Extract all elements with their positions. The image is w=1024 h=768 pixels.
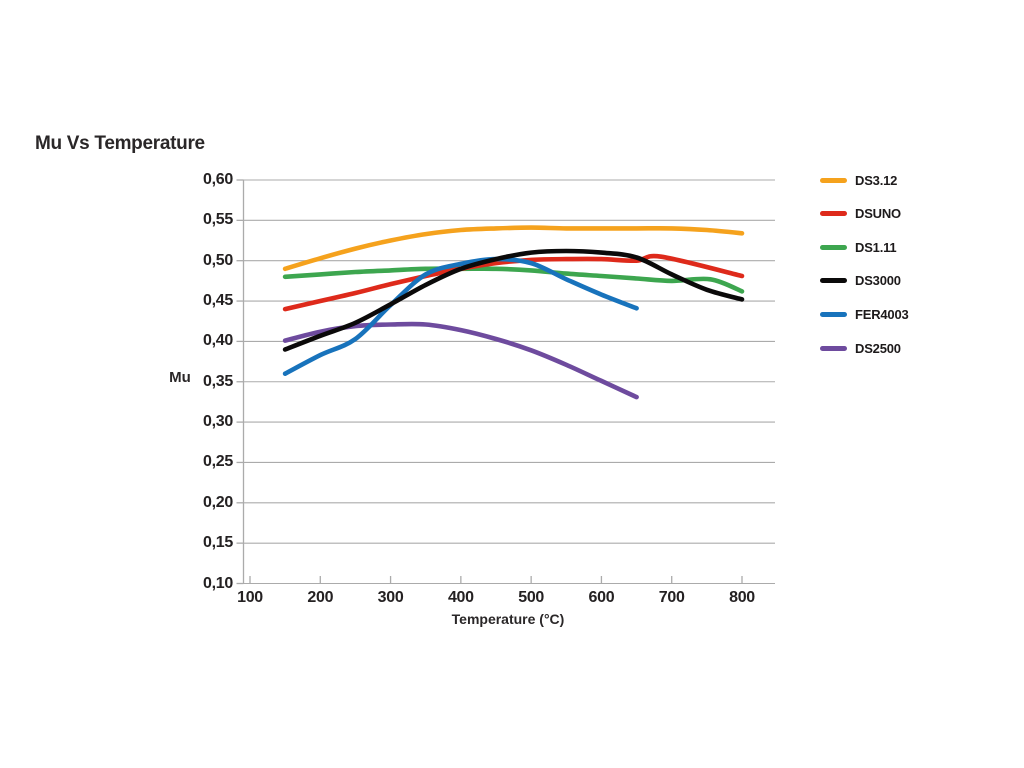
x-tick-label: 300	[377, 589, 404, 606]
legend-item-ds2500: DS2500	[820, 336, 901, 360]
y-tick-label: 0,55	[203, 211, 233, 229]
legend-label: FER4003	[855, 306, 909, 322]
legend-swatch-icon	[820, 211, 847, 217]
legend-label: DSUNO	[855, 206, 901, 222]
x-axis-title: Temperature (°C)	[451, 611, 565, 627]
legend-swatch-icon	[820, 278, 847, 284]
series-line-ds3-12	[282, 225, 745, 272]
legend-label: DS3000	[855, 273, 901, 289]
y-tick-label: 0,25	[203, 453, 233, 471]
series-line-ds3000	[282, 248, 745, 352]
legend-swatch-icon	[820, 311, 847, 317]
y-tick-label: 0,20	[203, 493, 233, 511]
chart-title: Mu Vs Temperature	[35, 133, 205, 154]
x-tick-label: 400	[447, 589, 474, 606]
y-tick-label: 0,30	[203, 413, 233, 431]
y-axis-title: Mu	[169, 369, 191, 386]
x-tick-label: 500	[518, 589, 545, 606]
legend-item-ds1-11: DS1.11	[820, 235, 897, 259]
y-tick-label: 0,50	[203, 251, 233, 269]
series-line-fer4003	[282, 256, 639, 376]
legend-label: DS1.11	[855, 239, 897, 255]
y-tick-label: 0,10	[203, 574, 233, 592]
legend-item-dsuno: DSUNO	[820, 202, 901, 226]
series-line-ds1-11	[282, 266, 745, 294]
legend-label: DS3.12	[855, 172, 898, 188]
legend-swatch-icon	[820, 244, 847, 250]
y-tick-label: 0,15	[203, 534, 233, 552]
legend-swatch-icon	[820, 177, 847, 183]
x-tick-label: 800	[729, 589, 755, 606]
x-tick-label: 700	[658, 589, 685, 606]
x-tick-label: 600	[588, 589, 615, 606]
series-line-ds2500	[282, 321, 639, 400]
x-tick-label: 200	[307, 589, 334, 606]
y-tick-label: 0,60	[203, 171, 233, 188]
y-tick-label: 0,35	[203, 372, 233, 390]
legend-item-ds3-12: DS3.12	[820, 168, 897, 192]
x-tick-label: 100	[237, 589, 263, 606]
y-tick-label: 0,40	[203, 332, 233, 350]
legend-item-fer4003: FER4003	[820, 302, 909, 326]
legend-swatch-icon	[820, 345, 847, 351]
y-tick-label: 0,45	[203, 292, 233, 310]
legend-item-ds3000: DS3000	[820, 269, 901, 293]
legend-label: DS2500	[855, 340, 901, 356]
